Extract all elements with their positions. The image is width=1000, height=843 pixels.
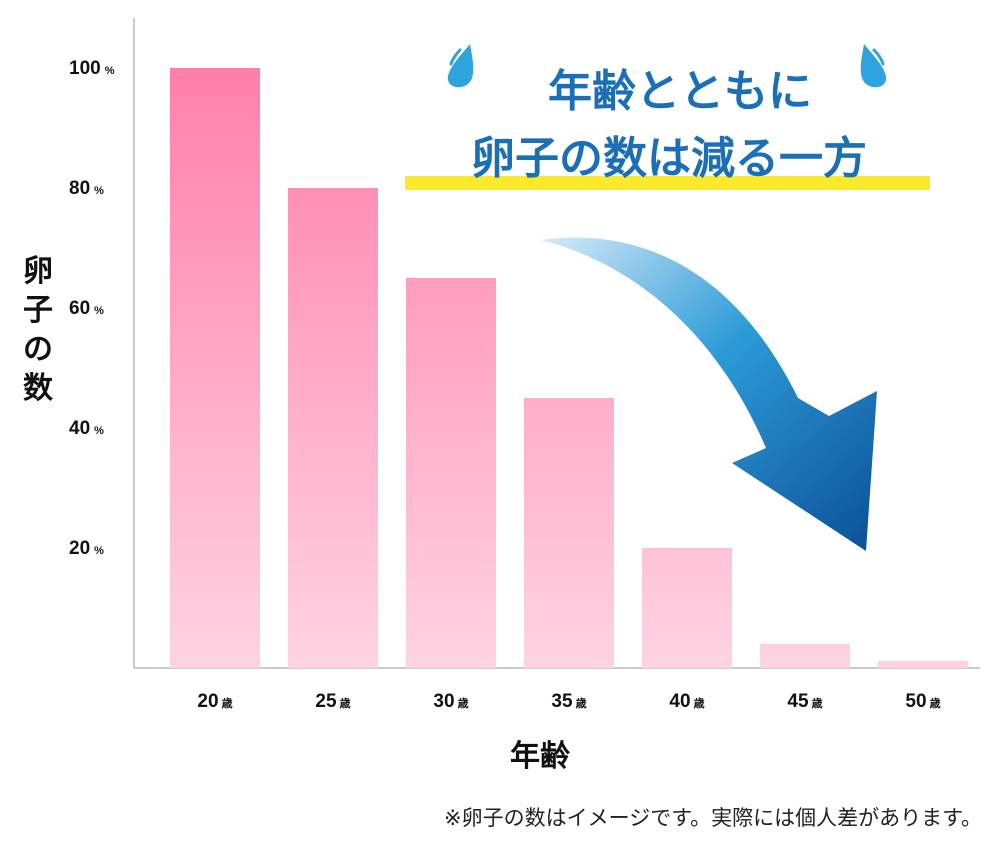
x-tick-label: 30 歳 [433,691,468,712]
y-axis-label: 卵 子 の 数 [23,254,53,406]
bar-25 [288,188,378,668]
bar-45 [760,644,850,668]
x-tick-label: 40 歳 [669,691,704,712]
sweat-drop-icon [447,44,474,88]
x-tick-label: 50 歳 [905,691,940,712]
x-tick-label: 25 歳 [315,691,350,712]
bar-30 [406,278,496,668]
y-tick-label: 80% [69,178,104,199]
y-tick-label: 40% [69,418,104,439]
y-tick-label: 60% [69,298,104,319]
x-axis-label: 年齢 [510,739,570,774]
sweat-drop-icon [860,44,887,88]
bar-20 [170,68,260,668]
headline-highlight [405,176,930,190]
y-tick-label: 100% [69,58,115,79]
down-arrow-icon [541,237,877,551]
y-tick-label: 20% [69,538,104,559]
bar-40 [642,548,732,668]
bar-35 [524,398,614,668]
x-tick-label: 20 歳 [197,691,232,712]
x-tick-label: 35 歳 [551,691,586,712]
headline-line-1: 年齢とともに [548,66,812,117]
footnote: ※卵子の数はイメージです。実際には個人差があります。 [444,806,982,830]
headline-line-2: 卵子の数は減る一方 [471,133,867,184]
x-tick-label: 45 歳 [787,691,822,712]
bar-50 [878,660,968,668]
